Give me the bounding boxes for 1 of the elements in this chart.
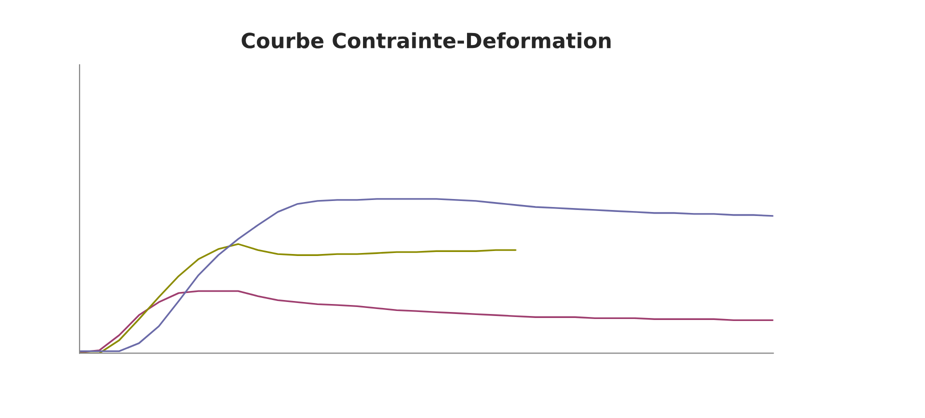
chart-title: Courbe Contrainte-Deformation xyxy=(242,32,611,48)
